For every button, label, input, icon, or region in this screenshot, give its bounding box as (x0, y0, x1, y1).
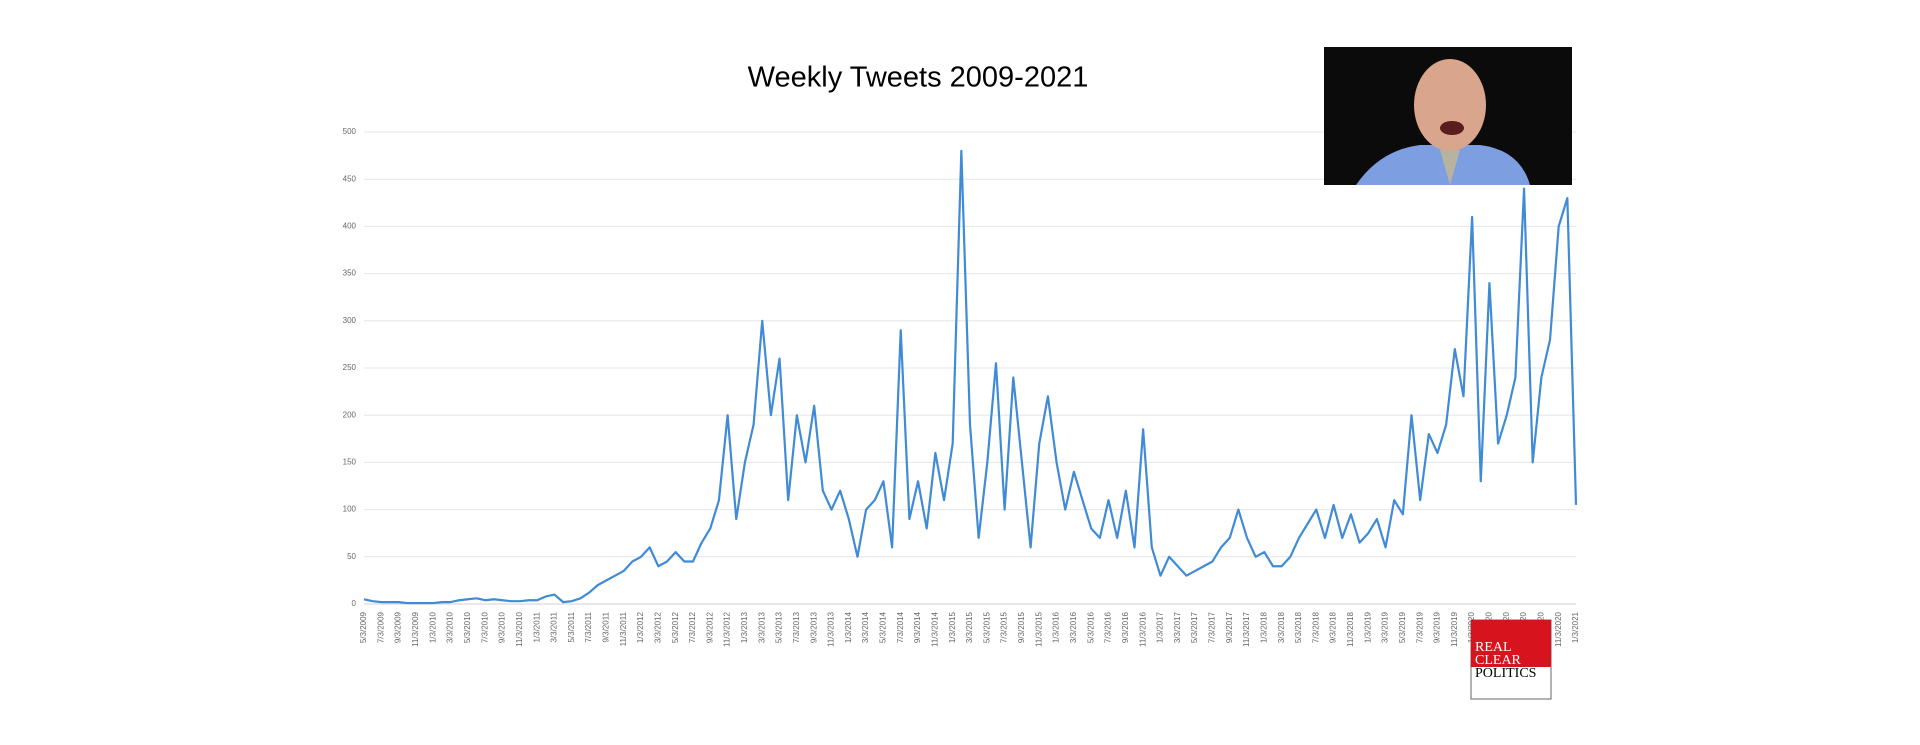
x-tick-label: 7/3/2018 (1311, 611, 1320, 643)
x-tick-label: 7/3/2017 (1208, 611, 1217, 643)
line (363, 149, 1578, 605)
x-tick-label: 1/3/2016 (1052, 611, 1061, 643)
x-tick-label: 1/3/2018 (1259, 611, 1268, 643)
x-tick-label: 1/3/2015 (948, 611, 957, 643)
x-tick-label: 3/3/2019 (1381, 611, 1390, 643)
x-tick-label: 11/3/2013 (827, 611, 836, 647)
x-tick-label: 5/3/2018 (1294, 611, 1303, 643)
x-tick-label: 11/3/2020 (1554, 611, 1563, 647)
x-tick-label: 1/3/2011 (532, 611, 541, 642)
y-tick-label: 250 (343, 363, 357, 372)
x-tick-label: 7/3/2011 (584, 611, 593, 642)
tie (1440, 150, 1460, 185)
x-tick-label: 5/3/2015 (982, 611, 991, 643)
x-tick-label: 3/3/2011 (550, 611, 559, 642)
x-tick-label: 11/3/2010 (515, 611, 524, 647)
x-tick-label: 3/3/2017 (1173, 611, 1182, 643)
y-tick-label: 500 (343, 127, 357, 136)
x-tick-label: 9/3/2018 (1329, 611, 1338, 643)
x-tick-label: 11/3/2017 (1242, 611, 1251, 647)
x-tick-label: 11/3/2019 (1450, 611, 1459, 647)
x-tick-label: 7/3/2010 (480, 611, 489, 643)
x-tick-label: 3/3/2018 (1277, 611, 1286, 643)
x-tick-label: 11/3/2012 (723, 611, 732, 647)
x-tick-label: 5/3/2010 (463, 611, 472, 643)
x-tick-label: 5/3/2009 (359, 611, 368, 643)
y-tick-label: 50 (347, 552, 356, 561)
x-tick-label: 3/3/2016 (1069, 611, 1078, 643)
x-tick-label: 5/3/2014 (879, 611, 888, 643)
logo-red (1471, 620, 1551, 667)
x-tick-label: 3/3/2012 (653, 611, 662, 643)
logo-text: REAL (1475, 640, 1512, 655)
x-tick-label: 1/3/2010 (428, 611, 437, 643)
x-tick-label: 5/3/2012 (671, 611, 680, 643)
x-tick-label: 11/3/2009 (411, 611, 420, 647)
x-tick-label: 11/3/2011 (619, 611, 628, 646)
x-tick-label: 1/3/2019 (1363, 611, 1372, 643)
x-tick-label: 3/3/2014 (861, 611, 870, 643)
x-tick-label: 9/3/2016 (1121, 611, 1130, 643)
video-overlay (1324, 47, 1572, 185)
x-tick-label: 3/3/2015 (965, 611, 974, 643)
x-tick-label: 1/3/2017 (1156, 611, 1165, 643)
x-tick-label: 7/3/2014 (896, 611, 905, 643)
x-tick-label: 9/3/2017 (1225, 611, 1234, 643)
x-tick-label: 9/3/2013 (809, 611, 818, 643)
x-tick-label: 5/3/2019 (1398, 611, 1407, 643)
y-tick-label: 0 (352, 599, 357, 608)
x-tick-label: 9/3/2015 (1017, 611, 1026, 643)
x-tick-label: 5/3/2013 (775, 611, 784, 643)
y-tick-label: 300 (343, 316, 357, 325)
y-tick-label: 200 (343, 410, 357, 419)
y-tick-label: 450 (343, 174, 357, 183)
logo-text: CLEAR (1475, 653, 1522, 668)
face (1414, 59, 1486, 151)
x-tick-label: 7/3/2009 (376, 611, 385, 643)
y-tick-label: 100 (343, 505, 357, 514)
x-tick-label: 11/3/2018 (1346, 611, 1355, 647)
x-tick-label: 9/3/2011 (602, 611, 611, 642)
x-tick-label: 7/3/2019 (1415, 611, 1424, 643)
x-tick-label: 11/3/2016 (1138, 611, 1147, 647)
x-tick-label: 9/3/2019 (1433, 611, 1442, 643)
x-tick-label: 9/3/2012 (705, 611, 714, 643)
plot-area: 0 50 100 150 200 250 300 350 400 450 500 5/3/2009 7/… (343, 127, 1580, 647)
x-tick-label: 7/3/2012 (688, 611, 697, 643)
x-tick-label: 7/3/2016 (1104, 611, 1113, 643)
x-tick-label: 11/3/2014 (930, 611, 939, 647)
x-tick-label: 1/3/2014 (844, 611, 853, 643)
y-tick-label: 150 (343, 458, 357, 467)
x-tick-label: 5/3/2011 (567, 611, 576, 642)
shirt (1356, 145, 1530, 185)
mouth (1440, 121, 1464, 135)
x-tick-label: 3/3/2010 (446, 611, 455, 643)
logo-text: POLITICS (1475, 666, 1536, 681)
x-tick-label: 11/3/2015 (1034, 611, 1043, 647)
x-tick-label: 9/3/2014 (913, 611, 922, 643)
x-tick-label: 1/3/2012 (636, 611, 645, 643)
x-tick-label: 5/3/2016 (1086, 611, 1095, 643)
y-tick-label: 350 (343, 269, 357, 278)
logo: REAL CLEAR POLITICS (1470, 619, 1552, 700)
chart-title: Weekly Tweets 2009-2021 (748, 62, 1089, 94)
x-tick-label: 9/3/2009 (394, 611, 403, 643)
x-tick-label: 7/3/2013 (792, 611, 801, 643)
x-tick-label: 3/3/2013 (757, 611, 766, 643)
x-tick-label: 7/3/2015 (1000, 611, 1009, 643)
x-tick-label: 1/3/2013 (740, 611, 749, 643)
x-tick-label: 5/3/2017 (1190, 611, 1199, 643)
x-tick-label: 9/3/2010 (498, 611, 507, 643)
y-tick-label: 400 (343, 222, 357, 231)
x-tick-label: 1/3/2021 (1571, 611, 1580, 643)
